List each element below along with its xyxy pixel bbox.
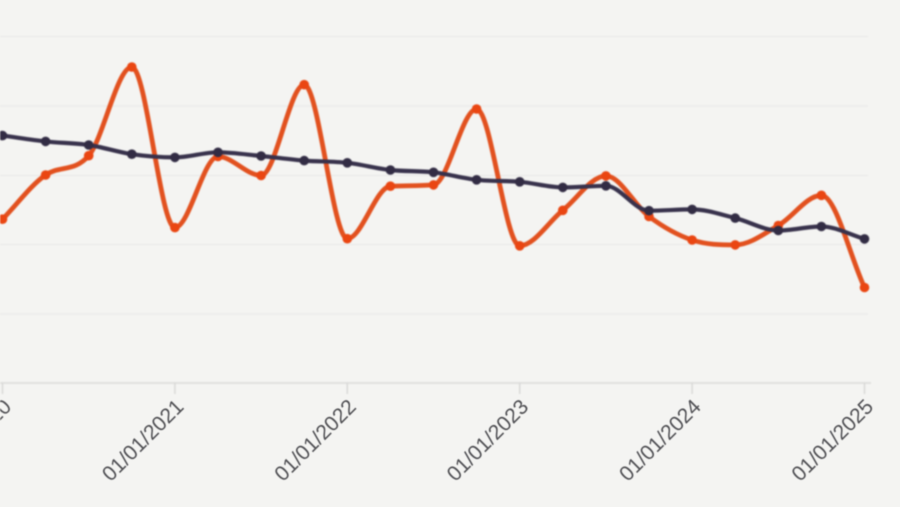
svg-text:01/01/2024: 01/01/2024 [615,395,706,486]
svg-text:01/01/2022: 01/01/2022 [270,395,361,486]
svg-text:01/01/2020: 01/01/2020 [0,395,16,486]
svg-text:01/01/2025: 01/01/2025 [787,395,878,486]
svg-text:01/01/2023: 01/01/2023 [443,395,534,486]
svg-text:01/01/2021: 01/01/2021 [98,395,189,486]
